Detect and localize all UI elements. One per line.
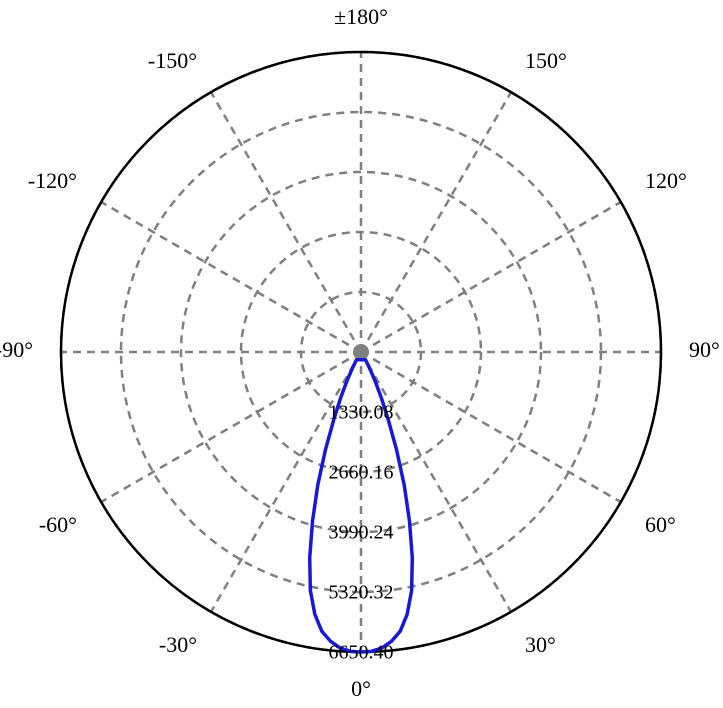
angle-label: 30° bbox=[525, 632, 556, 657]
angle-label: -150° bbox=[148, 48, 197, 73]
angle-label: -90° bbox=[0, 337, 33, 362]
angle-label: 120° bbox=[645, 168, 687, 193]
angular-grid-line bbox=[101, 352, 361, 502]
angular-grid-line bbox=[361, 92, 511, 352]
radial-label: 2660.16 bbox=[329, 462, 394, 484]
angular-grid-line bbox=[211, 92, 361, 352]
angle-label: -60° bbox=[39, 512, 77, 537]
angle-label: 0° bbox=[351, 676, 371, 701]
angle-label: ±180° bbox=[334, 4, 388, 29]
angle-label: 60° bbox=[645, 512, 676, 537]
angle-label: 150° bbox=[525, 48, 567, 73]
radial-label: 1330.08 bbox=[329, 402, 394, 424]
radial-label: 3990.24 bbox=[329, 522, 394, 544]
angle-label: 90° bbox=[689, 337, 720, 362]
angular-grid-line bbox=[361, 202, 621, 352]
angle-label: -30° bbox=[159, 632, 197, 657]
radial-label: 6650.40 bbox=[329, 642, 394, 664]
angle-label: -120° bbox=[28, 168, 77, 193]
angular-grid-line bbox=[101, 202, 361, 352]
center-dot bbox=[353, 344, 369, 360]
polar-chart: 1330.08 2660.16 3990.24 5320.32 6650.40 0° 30°… bbox=[0, 0, 723, 708]
angular-grid-line bbox=[361, 352, 621, 502]
radial-label: 5320.32 bbox=[329, 582, 394, 604]
